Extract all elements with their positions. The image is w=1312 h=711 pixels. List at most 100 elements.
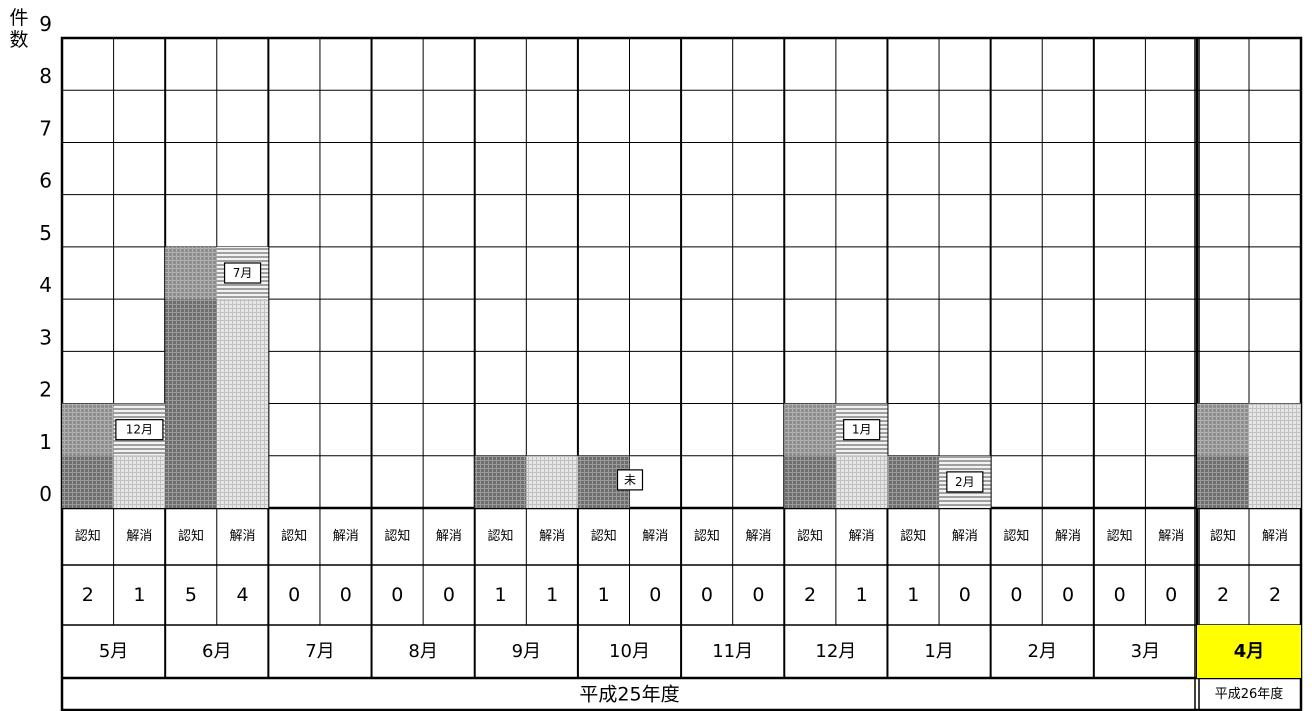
bar-recognized-fill	[887, 455, 940, 508]
month-label-12月: 12月	[815, 641, 856, 662]
series-label-recognized-8月: 認知	[384, 528, 410, 544]
value-recognized-1月: 1	[907, 584, 919, 606]
month-label-2月: 2月	[1028, 641, 1057, 662]
value-recognized-6月: 5	[185, 584, 197, 606]
y-tick-4: 4	[39, 273, 52, 297]
y-tick-1: 1	[39, 430, 52, 454]
value-resolved-9月: 1	[546, 584, 558, 606]
series-label-resolved-1月: 解消	[952, 529, 978, 544]
value-resolved-1月: 0	[959, 584, 971, 606]
value-recognized-5月: 2	[82, 584, 94, 606]
series-label-recognized-7月: 認知	[281, 528, 307, 544]
note-resolved-6月: 7月	[223, 262, 262, 284]
note-recognized-10月-text: 未	[624, 473, 636, 487]
note-recognized-10月-box	[616, 469, 644, 491]
y-unit-char-1: 件	[9, 7, 29, 29]
value-recognized-4月: 2	[1217, 584, 1229, 606]
value-recognized-7月: 0	[288, 584, 300, 606]
y-tick-7: 7	[39, 116, 52, 140]
bar-resolved-5月	[113, 455, 166, 508]
note-resolved-1月: 2月	[946, 471, 984, 493]
series-label-resolved-6月: 解消	[230, 529, 256, 544]
bar-resolved-6月	[216, 299, 269, 508]
bar-recognized-12月	[784, 403, 836, 508]
bar-recognized-1月	[887, 455, 940, 508]
value-resolved-4月: 2	[1269, 584, 1281, 606]
series-label-resolved-12月: 解消	[849, 529, 875, 544]
note-resolved-5月: 12月	[115, 419, 164, 441]
series-label-resolved-9月: 解消	[539, 529, 565, 544]
y-tick-3: 3	[39, 325, 52, 349]
value-resolved-2月: 0	[1062, 584, 1074, 606]
y-tick-8: 8	[39, 64, 52, 88]
bar-recognized-upper	[62, 403, 114, 456]
series-label-resolved-11月: 解消	[745, 529, 771, 544]
value-recognized-10月: 1	[598, 584, 610, 606]
value-resolved-7月: 0	[340, 584, 352, 606]
month-label-10月: 10月	[609, 641, 650, 662]
month-label-5月: 5月	[99, 641, 128, 662]
series-label-recognized-4月: 認知	[1210, 528, 1236, 544]
y-unit-char-2: 数	[9, 29, 29, 51]
month-label-11月: 11月	[712, 641, 753, 662]
value-recognized-9月: 1	[494, 584, 506, 606]
bar-recognized-upper	[165, 246, 217, 300]
chart-frame	[60, 36, 1303, 711]
series-label-resolved-4月: 解消	[1262, 529, 1288, 544]
y-tick-6: 6	[39, 169, 52, 193]
series-label-recognized-1月: 認知	[900, 528, 926, 544]
series-label-recognized-6月: 認知	[178, 528, 204, 544]
series-label-resolved-5月: 解消	[126, 529, 152, 544]
value-recognized-12月: 2	[804, 584, 816, 606]
month-label-6月: 6月	[202, 641, 231, 662]
series-label-resolved-10月: 解消	[642, 529, 668, 544]
bar-resolved-12月	[835, 455, 888, 508]
bar-recognized-6月	[165, 246, 217, 508]
series-label-resolved-7月: 解消	[333, 529, 359, 544]
y-axis-unit-label: 件 数	[8, 7, 30, 51]
series-label-recognized-10月: 認知	[591, 528, 617, 544]
bar-recognized-5月	[62, 403, 114, 508]
value-resolved-3月: 0	[1165, 584, 1177, 606]
value-recognized-3月: 0	[1114, 584, 1126, 606]
value-resolved-6月: 4	[237, 584, 249, 606]
series-label-resolved-3月: 解消	[1158, 529, 1184, 544]
note-resolved-6月-box	[223, 262, 262, 284]
month-label-4月: 4月	[1234, 641, 1265, 662]
note-resolved-1月-box	[946, 471, 984, 493]
month-label-8月: 8月	[408, 641, 437, 662]
y-tick-2: 2	[39, 378, 52, 402]
y-tick-5: 5	[39, 221, 52, 245]
series-label-recognized-12月: 認知	[797, 528, 823, 544]
series-label-resolved-8月: 解消	[436, 529, 462, 544]
bar-recognized-upper	[1197, 403, 1249, 456]
bar-recognized-upper	[784, 403, 836, 456]
month-label-1月: 1月	[924, 641, 953, 662]
series-label-recognized-11月: 認知	[694, 528, 720, 544]
value-recognized-2月: 0	[1010, 584, 1022, 606]
series-label-recognized-5月: 認知	[75, 528, 101, 544]
note-resolved-6月-text: 7月	[233, 266, 253, 280]
note-recognized-10月: 未	[616, 469, 644, 491]
month-label-7月: 7月	[305, 641, 334, 662]
value-resolved-10月: 0	[649, 584, 661, 606]
fiscal-year-label-1: 平成25年度	[579, 684, 679, 706]
series-label-recognized-3月: 認知	[1107, 528, 1133, 544]
bar-recognized-fill	[474, 455, 527, 508]
value-resolved-5月: 1	[133, 584, 145, 606]
value-resolved-12月: 1	[856, 584, 868, 606]
note-resolved-5月-box	[115, 419, 164, 441]
series-label-resolved-2月: 解消	[1055, 529, 1081, 544]
note-resolved-1月-text: 2月	[955, 475, 975, 489]
bar-recognized-4月	[1197, 403, 1249, 508]
y-tick-9: 9	[39, 12, 52, 36]
note-resolved-12月: 1月	[843, 419, 881, 441]
value-resolved-11月: 0	[752, 584, 764, 606]
bar-recognized-9月	[474, 455, 527, 508]
note-resolved-12月-text: 1月	[852, 423, 872, 437]
value-recognized-11月: 0	[701, 584, 713, 606]
y-tick-0: 0	[39, 482, 52, 506]
series-label-recognized-9月: 認知	[488, 528, 514, 544]
value-recognized-8月: 0	[391, 584, 403, 606]
